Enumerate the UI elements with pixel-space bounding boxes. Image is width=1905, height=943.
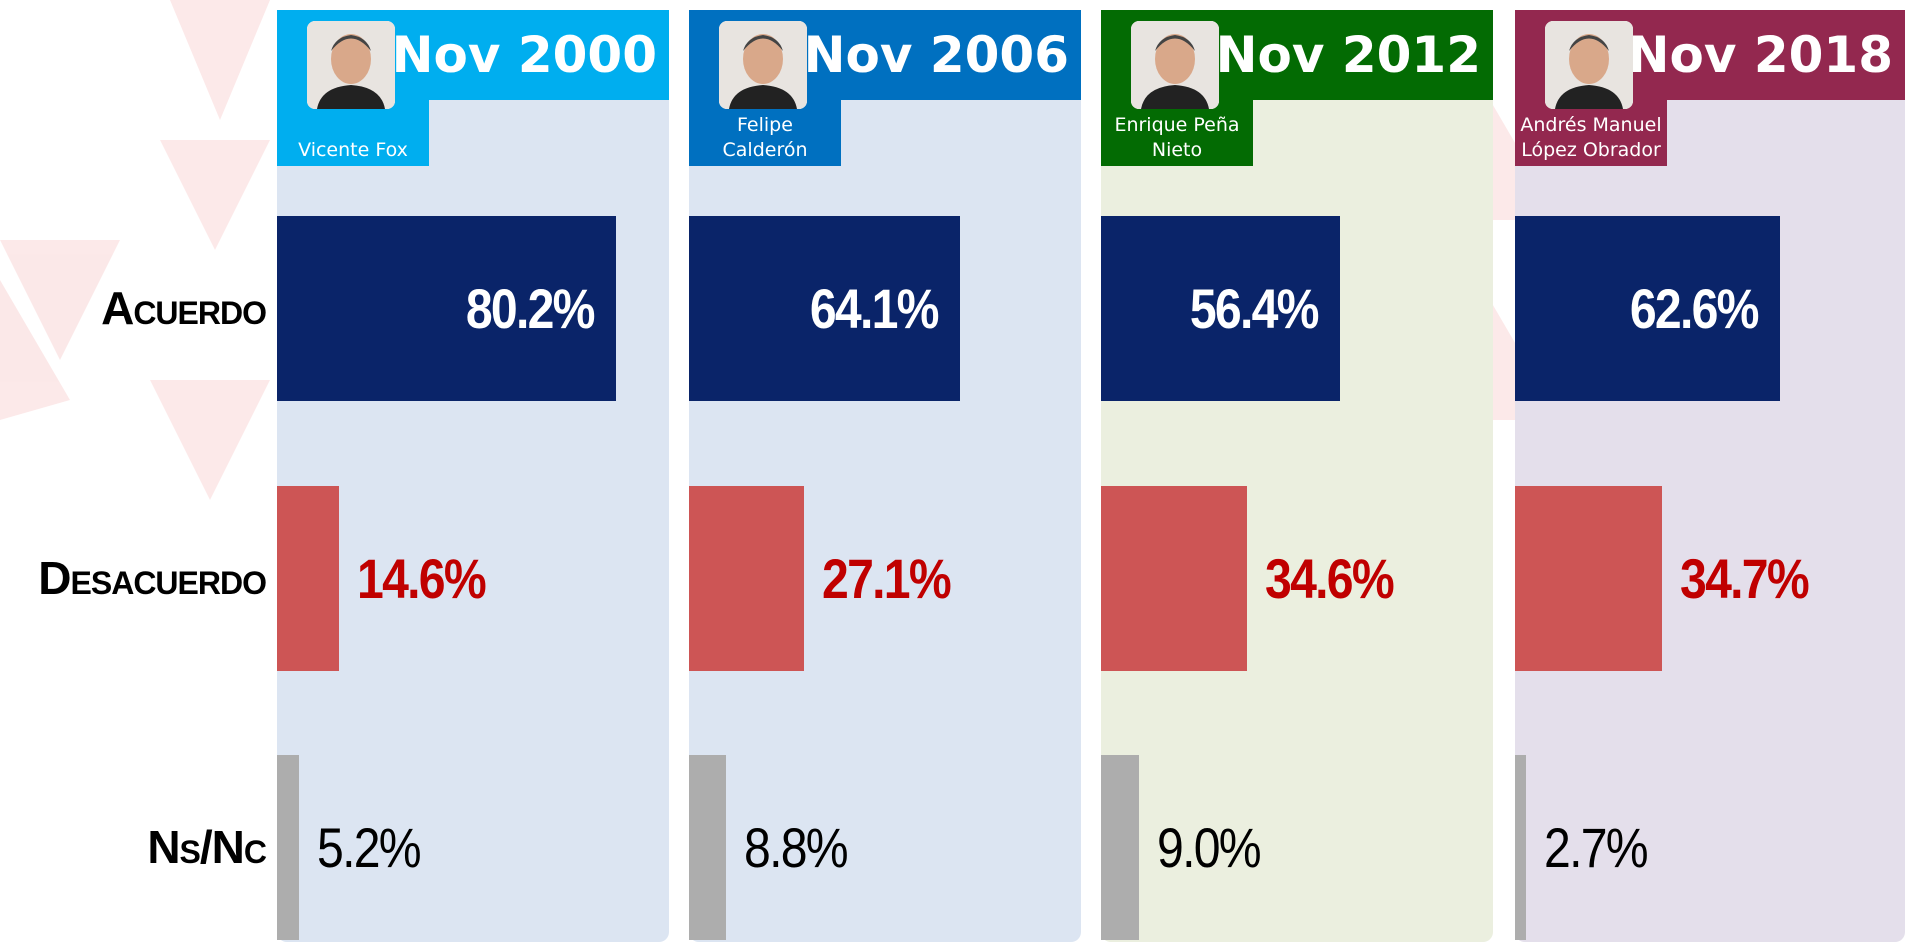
president-photo (719, 21, 807, 109)
value-label: 8.8% (744, 755, 847, 940)
value-label: 56.4% (1190, 216, 1318, 401)
value-label: 5.2% (317, 755, 420, 940)
value-label: 2.7% (1544, 755, 1647, 940)
president-photo (307, 21, 395, 109)
value-label: 14.6% (357, 486, 485, 671)
value-label: 80.2% (466, 216, 594, 401)
face-icon (1131, 21, 1219, 109)
bar (277, 486, 339, 671)
chart: AcuerdoDesacuerdoNs/NcNov 2000Vicente Fo… (0, 0, 1905, 943)
category-label: Ns/Nc (0, 755, 266, 940)
category-label: Desacuerdo (0, 486, 266, 671)
bar (277, 755, 299, 940)
president-name: Vicente Fox (277, 100, 429, 166)
bar (1515, 486, 1662, 671)
value-label: 34.7% (1680, 486, 1808, 671)
face-icon (719, 21, 807, 109)
bar (689, 755, 726, 940)
president-name: Enrique Peña Nieto (1101, 100, 1253, 166)
face-icon (1545, 21, 1633, 109)
president-name: Felipe Calderón (689, 100, 841, 166)
president-photo (1131, 21, 1219, 109)
president-name: Andrés Manuel López Obrador (1515, 100, 1667, 166)
value-label: 9.0% (1157, 755, 1260, 940)
value-label: 27.1% (822, 486, 950, 671)
value-label: 64.1% (810, 216, 938, 401)
president-photo (1545, 21, 1633, 109)
page: AcuerdoDesacuerdoNs/NcNov 2000Vicente Fo… (0, 0, 1905, 943)
face-icon (307, 21, 395, 109)
bar (1515, 755, 1526, 940)
value-label: 34.6% (1265, 486, 1393, 671)
category-label: Acuerdo (0, 216, 266, 401)
bar (689, 486, 804, 671)
bar (1101, 486, 1247, 671)
bar (1101, 755, 1139, 940)
value-label: 62.6% (1630, 216, 1758, 401)
